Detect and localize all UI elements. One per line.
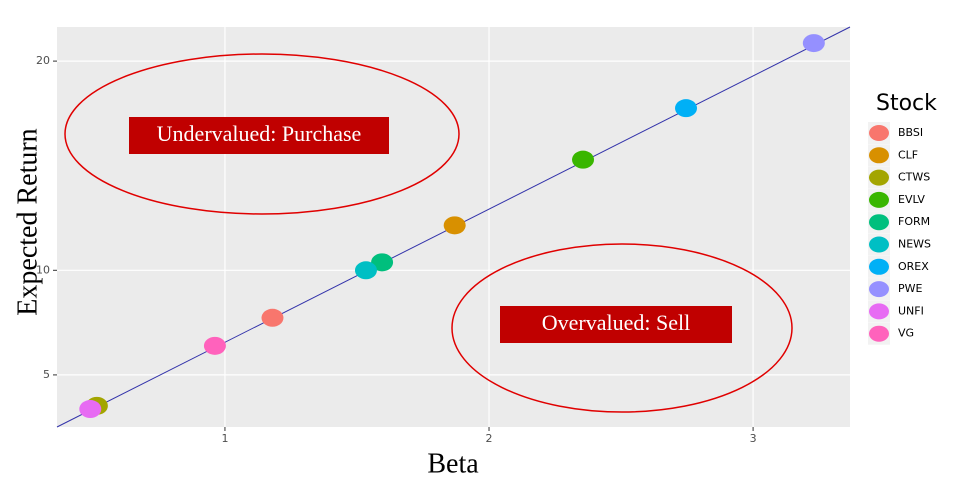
y-tick-label: 5: [43, 368, 50, 381]
legend-swatch: [869, 258, 889, 275]
annotation: Undervalued: Purchase: [157, 121, 362, 146]
legend-swatch: [869, 191, 889, 208]
legend-label: OREX: [898, 260, 929, 273]
legend-label: VG: [898, 327, 914, 340]
legend-title: Stock: [876, 91, 937, 116]
y-tick-label: 10: [36, 263, 50, 276]
legend-swatch: [869, 325, 889, 342]
legend-swatch: [869, 125, 889, 141]
x-axis-title: Beta: [427, 448, 479, 479]
x-tick-label: 1: [221, 432, 228, 445]
point: [802, 34, 825, 53]
point: [371, 253, 394, 272]
undervalued-region: [64, 53, 460, 215]
legend-label: PWE: [898, 282, 923, 295]
legend-swatch: [869, 214, 889, 231]
annotation-box: [129, 117, 389, 154]
legend-label: UNFI: [898, 304, 924, 317]
point: [675, 99, 698, 118]
annotation-box: [500, 306, 732, 343]
x-tick-label: 2: [486, 432, 493, 445]
point: [203, 336, 226, 355]
legend-label: BBSI: [898, 126, 923, 139]
legend-label: EVLV: [898, 193, 925, 206]
point: [354, 261, 377, 280]
point: [572, 150, 595, 169]
legend-swatch: [869, 303, 889, 320]
point: [79, 400, 102, 419]
y-axis-title: Expected Return: [12, 128, 43, 315]
overvalued-region: [451, 243, 793, 413]
legend-swatch: [869, 169, 889, 186]
legend-label: NEWS: [898, 238, 931, 251]
x-tick-label: 3: [750, 432, 757, 445]
legend-label: FORM: [898, 215, 930, 228]
y-tick-label: 20: [36, 54, 50, 67]
legend-swatch: [869, 147, 889, 164]
legend-swatch: [869, 281, 889, 298]
legend-swatch: [869, 236, 889, 253]
annotation: Overvalued: Sell: [542, 310, 690, 335]
point: [261, 308, 284, 327]
legend-label: CLF: [898, 148, 918, 161]
legend-label: CTWS: [898, 171, 930, 184]
point: [443, 216, 466, 235]
